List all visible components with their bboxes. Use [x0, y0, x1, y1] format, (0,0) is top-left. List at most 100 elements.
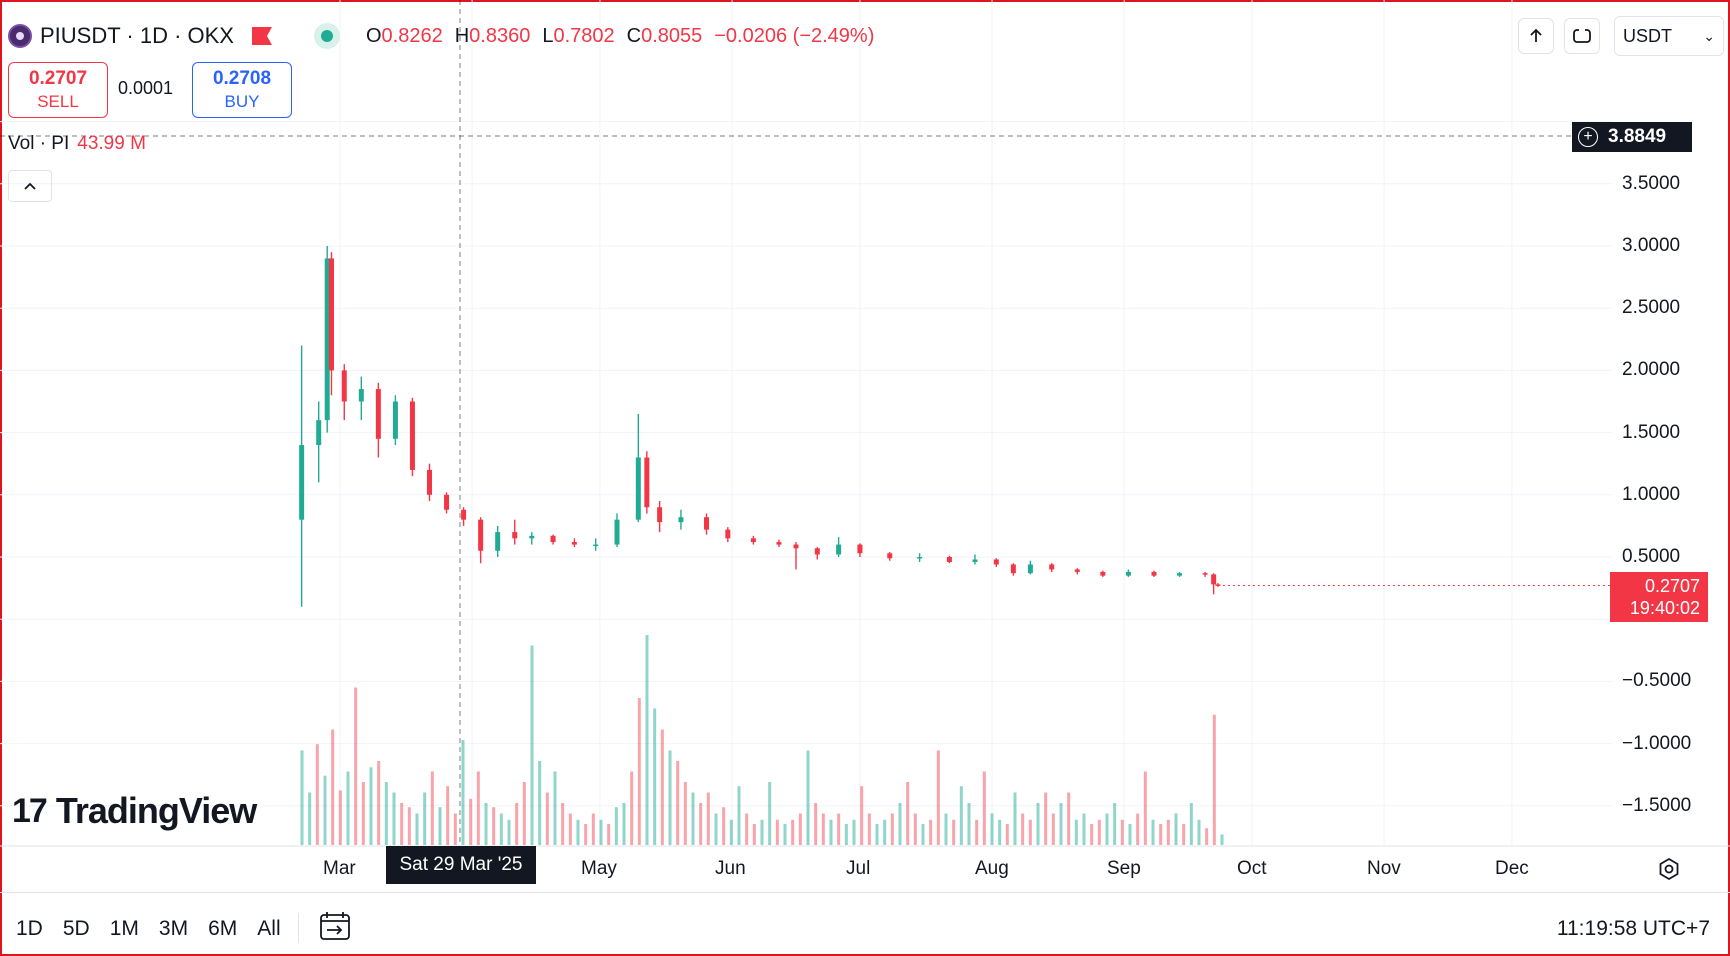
- candle-body: [341, 370, 347, 402]
- chevron-up-icon[interactable]: [8, 170, 52, 202]
- volume-legend[interactable]: Vol · PI 43.99 M: [8, 133, 146, 155]
- candle-body: [776, 542, 782, 545]
- x-label-jul: Jul: [846, 858, 871, 879]
- candle-body: [375, 389, 381, 439]
- bottom-toolbar: 1D 5D 1M 3M 6M All 11:19:58 UTC+7: [0, 892, 1730, 954]
- chart-header: PIUSDT · 1D · OKX O0.8262 H0.8360 L0.780…: [8, 18, 874, 54]
- volume-bar: [591, 813, 595, 845]
- settings-icon[interactable]: [1656, 856, 1682, 882]
- range-all[interactable]: All: [257, 917, 281, 940]
- y-tick-label: 3.0000: [1622, 235, 1681, 256]
- candle-body: [512, 532, 518, 539]
- volume-bar: [407, 807, 411, 845]
- candle-body: [704, 517, 710, 530]
- y-tick-label: 2.0000: [1622, 359, 1681, 381]
- buy-button[interactable]: 0.2708 BUY: [192, 62, 292, 118]
- volume-bar: [438, 807, 442, 845]
- volume-bar: [660, 729, 664, 845]
- close-key: C: [626, 24, 642, 47]
- volume-bar: [775, 819, 779, 845]
- range-1m[interactable]: 1M: [109, 917, 139, 940]
- y-tick-label: 2.5000: [1622, 297, 1681, 319]
- volume-bar: [806, 750, 810, 845]
- symbol-title[interactable]: PIUSDT · 1D · OKX: [40, 23, 234, 48]
- candle-body: [1100, 571, 1106, 576]
- volume-bar: [1166, 819, 1170, 845]
- volume-bar: [584, 824, 588, 845]
- volume-bar: [752, 824, 756, 845]
- volume-bar: [476, 771, 480, 845]
- volume-bar: [783, 824, 787, 845]
- plus-icon[interactable]: +: [1578, 127, 1598, 147]
- volume-bar: [522, 782, 526, 845]
- volume-bar: [1044, 792, 1048, 845]
- volume-bar: [315, 744, 319, 845]
- candle-body: [1125, 571, 1131, 576]
- volume-bar: [630, 771, 634, 845]
- volume-bar: [668, 750, 672, 845]
- ohlc-values: O0.8262 H0.8360 L0.7802 C0.8055 −0.0206 …: [366, 25, 874, 48]
- candle-body: [461, 509, 467, 520]
- x-label-jun: Jun: [715, 858, 746, 879]
- chart-grid: [0, 0, 1730, 847]
- candle-body: [328, 258, 334, 371]
- candle-body: [972, 559, 978, 562]
- clock[interactable]: 11:19:58 UTC+7: [1556, 917, 1710, 940]
- volume-bar: [913, 813, 917, 845]
- volume-bar: [607, 824, 611, 845]
- arrow-up-icon[interactable]: [1518, 18, 1554, 54]
- y-tick-label: 1.0000: [1622, 483, 1681, 505]
- volume-bar: [982, 771, 986, 845]
- volume-bar: [430, 771, 434, 845]
- volume-bar: [860, 786, 864, 845]
- refresh-icon[interactable]: [1564, 18, 1600, 54]
- x-label-sep: Sep: [1107, 858, 1141, 879]
- volume-bar: [637, 698, 641, 845]
- candle-body: [1202, 573, 1208, 575]
- volume-bar: [1067, 792, 1071, 845]
- candle-body: [750, 538, 756, 543]
- pi-coin-icon: [8, 24, 32, 48]
- calendar-goto-icon[interactable]: [318, 909, 352, 943]
- volume-bar: [1143, 771, 1147, 845]
- low-key: L: [542, 24, 554, 47]
- range-3m[interactable]: 3M: [158, 917, 189, 940]
- x-label-mar: Mar: [323, 858, 356, 879]
- candle-body: [1027, 564, 1033, 574]
- volume-bar: [676, 761, 680, 845]
- x-label-dec: Dec: [1495, 858, 1529, 879]
- volume-bar: [1097, 819, 1101, 845]
- sell-price: 0.2707: [28, 68, 88, 89]
- tradingview-logo[interactable]: 17 TradingView: [12, 790, 257, 832]
- volume-bar: [967, 803, 971, 845]
- volume-bar: [898, 803, 902, 845]
- flag-icon[interactable]: [251, 27, 272, 45]
- candles: [299, 246, 1612, 607]
- candle-body: [324, 258, 330, 421]
- volume-bar: [369, 767, 373, 845]
- range-1d[interactable]: 1D: [16, 917, 43, 940]
- candle-body: [1010, 564, 1016, 574]
- volume-bar: [1174, 813, 1178, 845]
- volume-bar: [1151, 819, 1155, 845]
- volume-bar: [814, 803, 818, 845]
- volume-bar: [599, 819, 603, 845]
- low-value: 0.7802: [553, 24, 615, 47]
- volume-bar: [959, 786, 963, 845]
- range-6m[interactable]: 6M: [208, 917, 238, 940]
- volume-bar: [975, 819, 979, 845]
- y-tick-label: −0.5000: [1622, 670, 1692, 692]
- currency-select[interactable]: USDT ⌄: [1614, 16, 1724, 56]
- volume-bar: [729, 819, 733, 845]
- candle-body: [409, 401, 415, 470]
- crosshair-price-label[interactable]: + 3.8849: [1572, 122, 1692, 152]
- tradingview-mark-icon: 17: [12, 791, 48, 830]
- sell-button[interactable]: 0.2707 SELL: [8, 62, 108, 118]
- volume-bar: [1128, 824, 1132, 845]
- currency-value: USDT: [1623, 25, 1672, 46]
- volume-bar: [1113, 803, 1117, 845]
- candle-body: [857, 544, 863, 554]
- range-5d[interactable]: 5D: [62, 917, 90, 940]
